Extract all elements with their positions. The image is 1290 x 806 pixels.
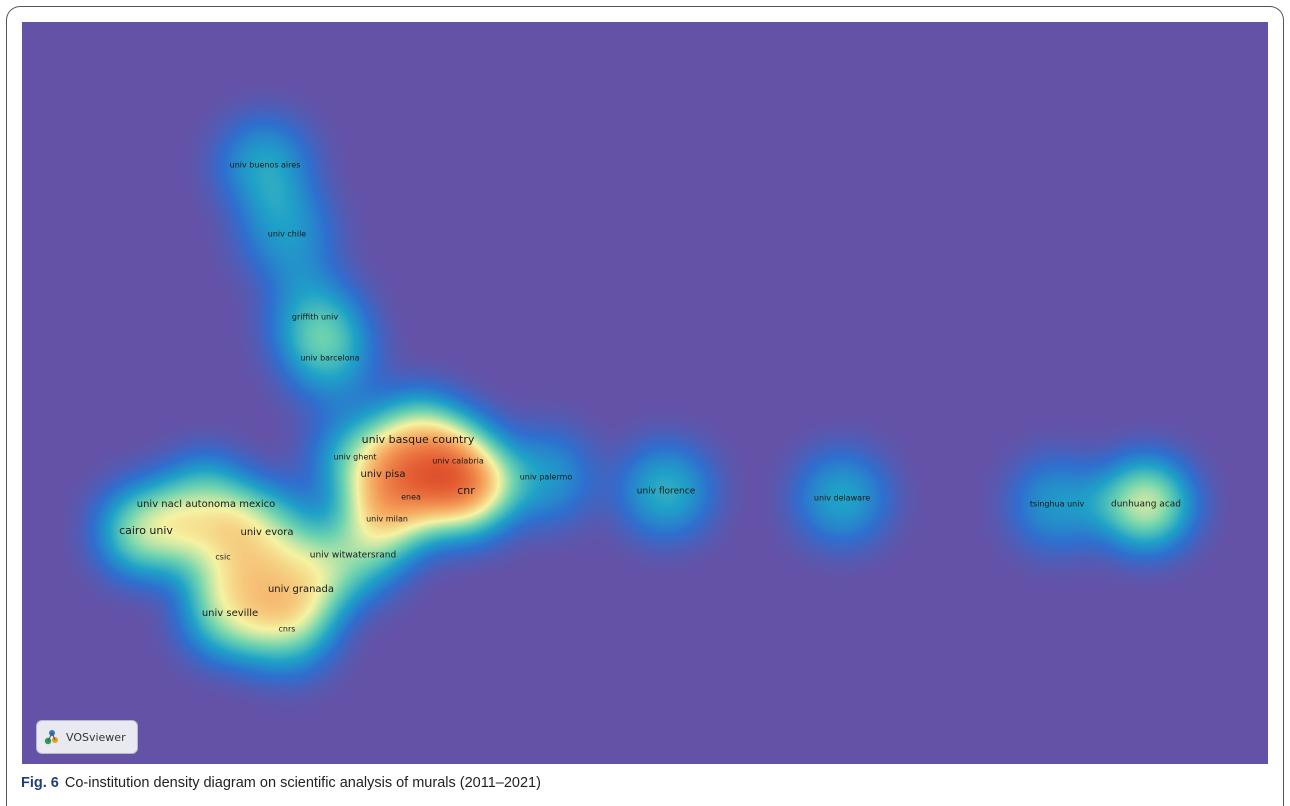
node-label[interactable]: enea xyxy=(401,493,421,502)
node-label[interactable]: univ granada xyxy=(268,584,334,595)
node-label[interactable]: univ seville xyxy=(202,608,258,619)
node-label[interactable]: univ buenos aires xyxy=(230,161,301,170)
node-label[interactable]: univ delaware xyxy=(814,494,870,503)
node-label[interactable]: dunhuang acad xyxy=(1111,500,1181,510)
node-label[interactable]: cairo univ xyxy=(119,524,173,537)
node-label[interactable]: univ nacl autonoma mexico xyxy=(137,499,276,510)
density-blob-0 xyxy=(221,121,309,209)
density-blob-11 xyxy=(502,433,590,521)
node-label[interactable]: univ barcelona xyxy=(300,354,359,363)
density-map: univ buenos aires univ chile griffith univ… xyxy=(22,22,1268,764)
vosviewer-logo-icon xyxy=(44,730,58,745)
density-blob-1 xyxy=(243,190,331,278)
vosviewer-logo: VOSviewer xyxy=(36,720,138,754)
figure-caption: Fig. 6 Co-institution density diagram on … xyxy=(21,775,541,791)
density-base xyxy=(22,22,1268,764)
node-label[interactable]: univ calabria xyxy=(432,457,484,466)
node-label[interactable]: griffith univ xyxy=(292,313,338,322)
vosviewer-logo-text: VOSviewer xyxy=(66,730,126,744)
density-blob-23 xyxy=(1102,460,1190,548)
node-label[interactable]: univ basque country xyxy=(362,433,475,446)
density-blob-22 xyxy=(1013,460,1101,548)
node-label[interactable]: tsinghua univ xyxy=(1030,500,1085,509)
caption-text: Co-institution density diagram on scient… xyxy=(64,775,541,791)
node-label[interactable]: univ ghent xyxy=(334,453,377,462)
node-label[interactable]: univ pisa xyxy=(360,469,405,480)
node-label[interactable]: univ florence xyxy=(637,487,696,497)
node-label[interactable]: csic xyxy=(215,553,230,562)
node-label[interactable]: univ evora xyxy=(241,527,294,538)
density-blob-20 xyxy=(622,447,710,535)
node-label[interactable]: univ witwatersrand xyxy=(310,551,396,561)
density-blob-21 xyxy=(798,454,886,542)
density-blob-13 xyxy=(102,487,190,575)
density-svg: univ buenos aires univ chile griffith univ… xyxy=(22,22,1268,764)
figure-frame xyxy=(6,6,1284,806)
node-label[interactable]: univ palermo xyxy=(520,473,573,482)
node-label[interactable]: cnr xyxy=(457,484,475,497)
density-blob-3 xyxy=(286,314,374,402)
figure-number: Fig. 6 xyxy=(21,775,59,791)
node-label[interactable]: univ milan xyxy=(366,515,408,524)
node-label[interactable]: cnrs xyxy=(279,625,296,634)
density-blob-19 xyxy=(243,585,331,673)
node-label[interactable]: univ chile xyxy=(268,230,307,239)
